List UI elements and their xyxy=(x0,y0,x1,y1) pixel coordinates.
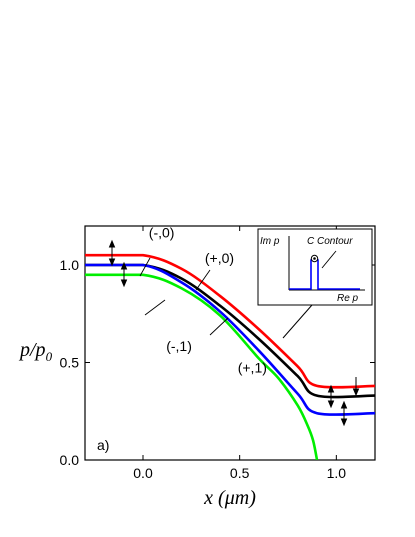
x-tick-label: 1.0 xyxy=(327,465,347,481)
annotation-leader-3 xyxy=(209,317,229,336)
y-tick-label: 0.5 xyxy=(60,355,80,371)
inset-pointer xyxy=(321,250,337,269)
series-line-2 xyxy=(85,263,375,416)
annotation-leader-2 xyxy=(144,299,166,316)
panel-label: a) xyxy=(97,437,109,453)
curve-annotation: (-,1) xyxy=(166,338,192,354)
annotation-leader-1 xyxy=(195,269,211,291)
left-arrow-upper xyxy=(108,239,116,267)
x-tick-label: 0.0 xyxy=(133,465,153,481)
right-arrow-bottom xyxy=(340,400,348,427)
curve-annotation: (+,1) xyxy=(238,359,267,375)
right-arrow-middle xyxy=(327,384,335,409)
series-line-0 xyxy=(85,253,375,389)
curve-annotation: (+,0) xyxy=(205,250,234,266)
inset-frame xyxy=(257,228,373,306)
series-line-1 xyxy=(85,263,375,399)
left-arrow-lower xyxy=(120,261,128,288)
y-tick-label: 0.0 xyxy=(60,452,80,468)
y-axis-title: p/p0 xyxy=(18,339,53,364)
annotation-leader-0 xyxy=(139,257,151,277)
curve-annotation: (-,0) xyxy=(149,225,175,241)
series-layer xyxy=(85,253,375,460)
inset-pole-center xyxy=(313,257,316,260)
x-tick-label: 0.5 xyxy=(230,465,250,481)
x-axis-title: x (μm) xyxy=(203,487,256,509)
right-arrow-top xyxy=(352,377,360,397)
inset-leader xyxy=(282,304,313,339)
series-line-3 xyxy=(85,273,319,460)
annotation-layer: (-,0) (+,0) (-,1) (+,1) xyxy=(139,225,267,375)
inset-xlabel: Re p xyxy=(337,293,359,304)
inset-ylabel: Im p xyxy=(260,236,280,247)
inset: Im p C Contour Re p xyxy=(257,228,373,306)
y-tick-label: 1.0 xyxy=(60,257,80,273)
arrows xyxy=(108,239,360,427)
inset-contour-label: C Contour xyxy=(307,236,353,247)
